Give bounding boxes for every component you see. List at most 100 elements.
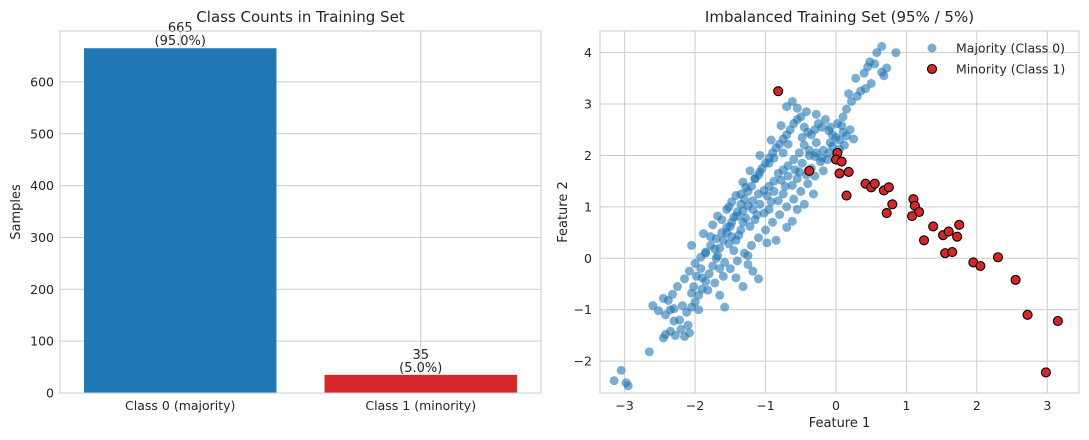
- majority-point: [877, 41, 887, 51]
- majority-point: [743, 259, 753, 269]
- majority-point: [609, 376, 619, 386]
- majority-point: [851, 73, 861, 83]
- majority-point: [849, 134, 859, 144]
- minority-point: [773, 86, 784, 97]
- majority-point: [703, 285, 713, 295]
- majority-point: [715, 264, 725, 274]
- minority-point: [928, 221, 939, 232]
- bar-pct-label-1: (5.0%): [399, 361, 442, 376]
- majority-point: [817, 122, 827, 132]
- bar-count-label-0: 665: [168, 21, 193, 36]
- bar-y-tick-label: 200: [30, 282, 54, 297]
- majority-point: [741, 182, 751, 192]
- majority-point: [755, 167, 765, 177]
- majority-point: [818, 166, 828, 176]
- legend-label-1: Minority (Class 1): [956, 62, 1065, 77]
- majority-point: [753, 189, 763, 199]
- majority-point: [753, 233, 763, 243]
- majority-point: [738, 282, 748, 292]
- majority-point: [644, 347, 654, 357]
- bar-y-tick-label: 100: [30, 334, 54, 349]
- majority-point: [803, 179, 813, 189]
- majority-point: [811, 138, 821, 148]
- majority-point: [708, 261, 718, 271]
- bar-x-tick-labels: Class 0 (majority) Class 1 (minority): [125, 398, 476, 413]
- majority-point: [794, 148, 804, 158]
- majority-point: [778, 148, 788, 158]
- majority-point: [648, 301, 658, 311]
- majority-point: [708, 220, 718, 230]
- scatter-x-tick-label: −2: [686, 398, 704, 413]
- bar-0: [84, 48, 277, 393]
- legend-label-0: Majority (Class 0): [956, 41, 1065, 56]
- majority-point: [669, 316, 679, 326]
- minority-point: [947, 247, 958, 258]
- majority-point: [745, 166, 755, 176]
- minority-point: [834, 168, 845, 179]
- scatter-y-axis-label: Feature 2: [556, 181, 571, 243]
- bar-y-tick-label: 0: [46, 386, 54, 401]
- minority-point: [869, 178, 880, 189]
- majority-point: [724, 239, 734, 249]
- scatter-x-tick-label: 2: [973, 398, 981, 413]
- majority-point: [683, 320, 693, 330]
- minority-point: [1022, 309, 1033, 320]
- majority-point: [727, 197, 737, 207]
- bar-1: [324, 374, 517, 393]
- bar-x-tick-label: Class 1 (minority): [365, 398, 476, 413]
- majority-point: [755, 199, 765, 209]
- minority-point: [918, 235, 930, 246]
- majority-point: [780, 181, 790, 191]
- minority-point: [992, 252, 1004, 263]
- majority-point: [755, 150, 765, 160]
- bar-x-tick-label: Class 0 (majority): [125, 398, 235, 413]
- majority-point: [684, 328, 694, 338]
- minority-point: [1040, 367, 1051, 378]
- majority-point: [736, 189, 746, 199]
- majority-point: [787, 216, 797, 226]
- scatter-x-tick-label: −3: [615, 398, 633, 413]
- majority-point: [672, 282, 682, 292]
- majority-point: [745, 221, 755, 231]
- majority-point: [825, 138, 835, 148]
- majority-point: [811, 148, 821, 158]
- bar-y-tick-label: 500: [30, 126, 54, 141]
- scatter-y-tick-labels: −2 −1 0 1 2 3 4: [574, 45, 592, 369]
- majority-point: [761, 225, 771, 235]
- majority-point: [687, 288, 697, 298]
- scatter-y-tick-label: 4: [584, 45, 592, 60]
- majority-point: [766, 135, 776, 145]
- majority-point: [699, 229, 709, 239]
- scatter-y-tick-label: −1: [574, 302, 592, 317]
- majority-point: [725, 264, 735, 274]
- majority-point: [746, 240, 756, 250]
- minority-point: [841, 190, 852, 201]
- majority-point: [845, 125, 855, 135]
- bar-chart-panel: Class Counts in Training Set 665(95.0%) 3…: [9, 8, 542, 413]
- majority-point: [801, 107, 811, 117]
- scatter-chart-frame: [599, 30, 1080, 394]
- majority-point: [783, 171, 793, 181]
- scatter-x-axis-label: Feature 1: [809, 416, 871, 431]
- majority-point: [759, 208, 769, 218]
- minority-point: [804, 165, 815, 176]
- minority-point: [954, 219, 965, 230]
- majority-point: [872, 48, 882, 58]
- minority-point: [1052, 315, 1063, 327]
- legend-marker-0: [927, 43, 937, 53]
- majority-point: [782, 102, 792, 112]
- majority-point: [762, 238, 772, 248]
- majority-point: [753, 274, 763, 284]
- majority-point: [778, 189, 788, 199]
- majority-point: [771, 235, 781, 245]
- bar-y-axis-label: Samples: [9, 184, 24, 240]
- majority-point: [694, 305, 704, 315]
- majority-point: [738, 217, 748, 227]
- majority-point: [842, 104, 852, 114]
- majority-point: [677, 301, 687, 311]
- majority-point: [668, 289, 678, 299]
- bar-pct-label-0: (95.0%): [155, 34, 206, 49]
- minority-point: [952, 231, 963, 242]
- majority-point: [711, 234, 721, 244]
